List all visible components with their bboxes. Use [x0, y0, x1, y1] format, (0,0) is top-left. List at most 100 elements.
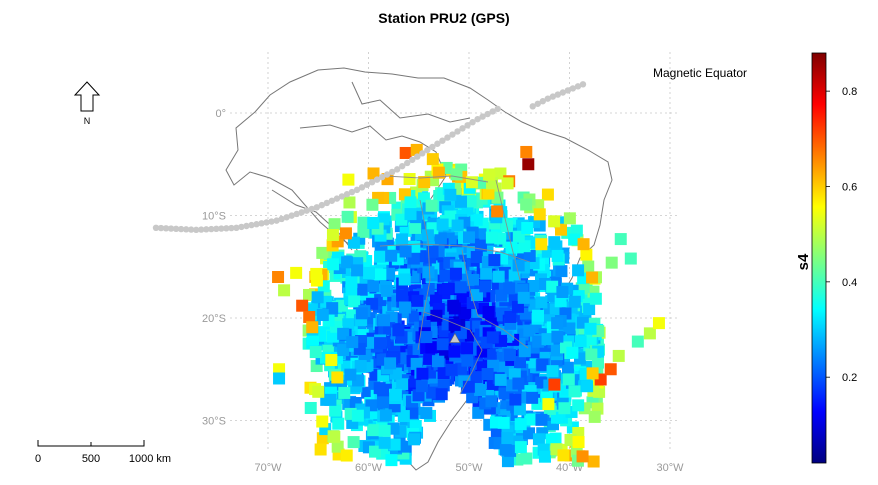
equator-dot — [434, 140, 441, 147]
s4-marker — [309, 346, 322, 359]
equator-dot — [544, 95, 551, 102]
s4-marker — [348, 295, 361, 308]
s4-marker — [272, 271, 285, 283]
s4-marker — [327, 258, 340, 271]
s4-marker — [584, 322, 597, 335]
s4-marker — [328, 430, 341, 443]
figure-title: Station PRU2 (GPS) — [378, 10, 509, 26]
s4-marker — [568, 385, 581, 398]
colorbar-ticks: 0.8 0.6 0.4 0.2 — [826, 86, 857, 384]
s4-marker — [562, 373, 575, 386]
s4-marker — [486, 331, 499, 344]
colorbar-tick-label: 0.6 — [842, 181, 857, 193]
s4-marker — [397, 440, 410, 453]
s4-marker — [331, 440, 344, 453]
s4-marker — [652, 317, 665, 330]
s4-marker — [517, 291, 530, 304]
s4-marker — [566, 346, 579, 359]
s4-marker — [518, 240, 531, 253]
equator-dot — [464, 122, 471, 129]
latitude-tick-labels: 0° 10°S 20°S 30°S — [202, 108, 226, 428]
state-line-5 — [495, 179, 521, 281]
s4-marker — [501, 432, 514, 445]
s4-marker — [520, 145, 533, 158]
s4-marker — [581, 380, 594, 393]
s4-marker — [411, 294, 424, 307]
s4-marker — [482, 306, 495, 319]
equator-dot — [373, 176, 381, 183]
s4-marker — [398, 301, 411, 314]
s4-marker — [521, 222, 534, 235]
latitude-tick-label: 0° — [215, 108, 226, 120]
s4-marker — [380, 284, 393, 297]
s4-marker — [355, 283, 368, 296]
s4-marker — [316, 246, 329, 259]
s4-marker — [492, 270, 505, 283]
s4-marker — [326, 330, 339, 343]
s4-marker — [316, 329, 329, 342]
s4-marker — [550, 344, 563, 357]
s4-marker — [538, 450, 551, 463]
s4-marker — [378, 436, 391, 449]
s4-marker — [481, 368, 494, 381]
s4-marker — [357, 216, 370, 229]
s4-marker — [347, 436, 360, 449]
s4-marker — [449, 267, 462, 280]
equator-dot — [439, 137, 446, 144]
equator-dot — [574, 83, 582, 90]
s4-marker — [490, 426, 503, 439]
s4-marker — [304, 401, 317, 414]
s4-marker — [532, 433, 545, 446]
s4-marker — [376, 396, 389, 409]
s4-marker — [503, 349, 516, 362]
s4-marker — [307, 333, 320, 346]
s4-marker — [551, 317, 564, 330]
s4-marker — [445, 363, 458, 376]
s4-marker — [509, 393, 522, 406]
s4-marker — [331, 251, 344, 264]
s4-marker — [535, 413, 548, 426]
equator-dot — [243, 222, 250, 230]
south-america-coastline — [225, 67, 613, 471]
s4-marker — [374, 250, 387, 263]
equator-dot — [268, 218, 275, 225]
s4-marker — [546, 365, 559, 378]
s4-marker — [532, 335, 545, 348]
equator-dot — [399, 162, 406, 170]
latitude-tick-label: 20°S — [202, 313, 226, 325]
equator-dot — [152, 224, 160, 231]
equator-dot — [338, 193, 346, 200]
s4-marker — [396, 378, 409, 391]
s4-marker — [585, 348, 598, 361]
equator-dot — [323, 199, 331, 207]
equator-dot — [363, 181, 371, 188]
equator-dot — [358, 184, 366, 191]
s4-marker — [450, 168, 463, 181]
s4-marker — [354, 360, 367, 373]
equator-dot — [409, 156, 416, 163]
s4-marker — [290, 266, 303, 279]
s4-marker — [347, 236, 360, 249]
s4-marker — [425, 341, 438, 354]
s4-marker — [412, 389, 425, 402]
equator-dot — [273, 217, 280, 224]
s4-marker — [504, 317, 517, 330]
s4-marker — [375, 241, 388, 254]
s4-marker — [461, 342, 474, 355]
equator-dot — [233, 224, 240, 231]
s4-marker — [526, 391, 539, 404]
equator-dot — [459, 125, 466, 132]
s4-marker — [403, 173, 416, 186]
s4-marker — [510, 251, 523, 264]
s4-marker — [586, 367, 599, 380]
s4-marker — [337, 344, 350, 357]
equator-dot — [157, 224, 165, 232]
s4-marker — [589, 292, 602, 305]
equator-dot — [429, 143, 436, 151]
s4-marker — [480, 246, 493, 259]
s4-marker — [535, 296, 548, 309]
s4-marker — [454, 281, 467, 294]
latitude-tick-label: 30°S — [202, 416, 226, 428]
s4-marker — [306, 321, 319, 334]
s4-marker — [369, 445, 382, 458]
